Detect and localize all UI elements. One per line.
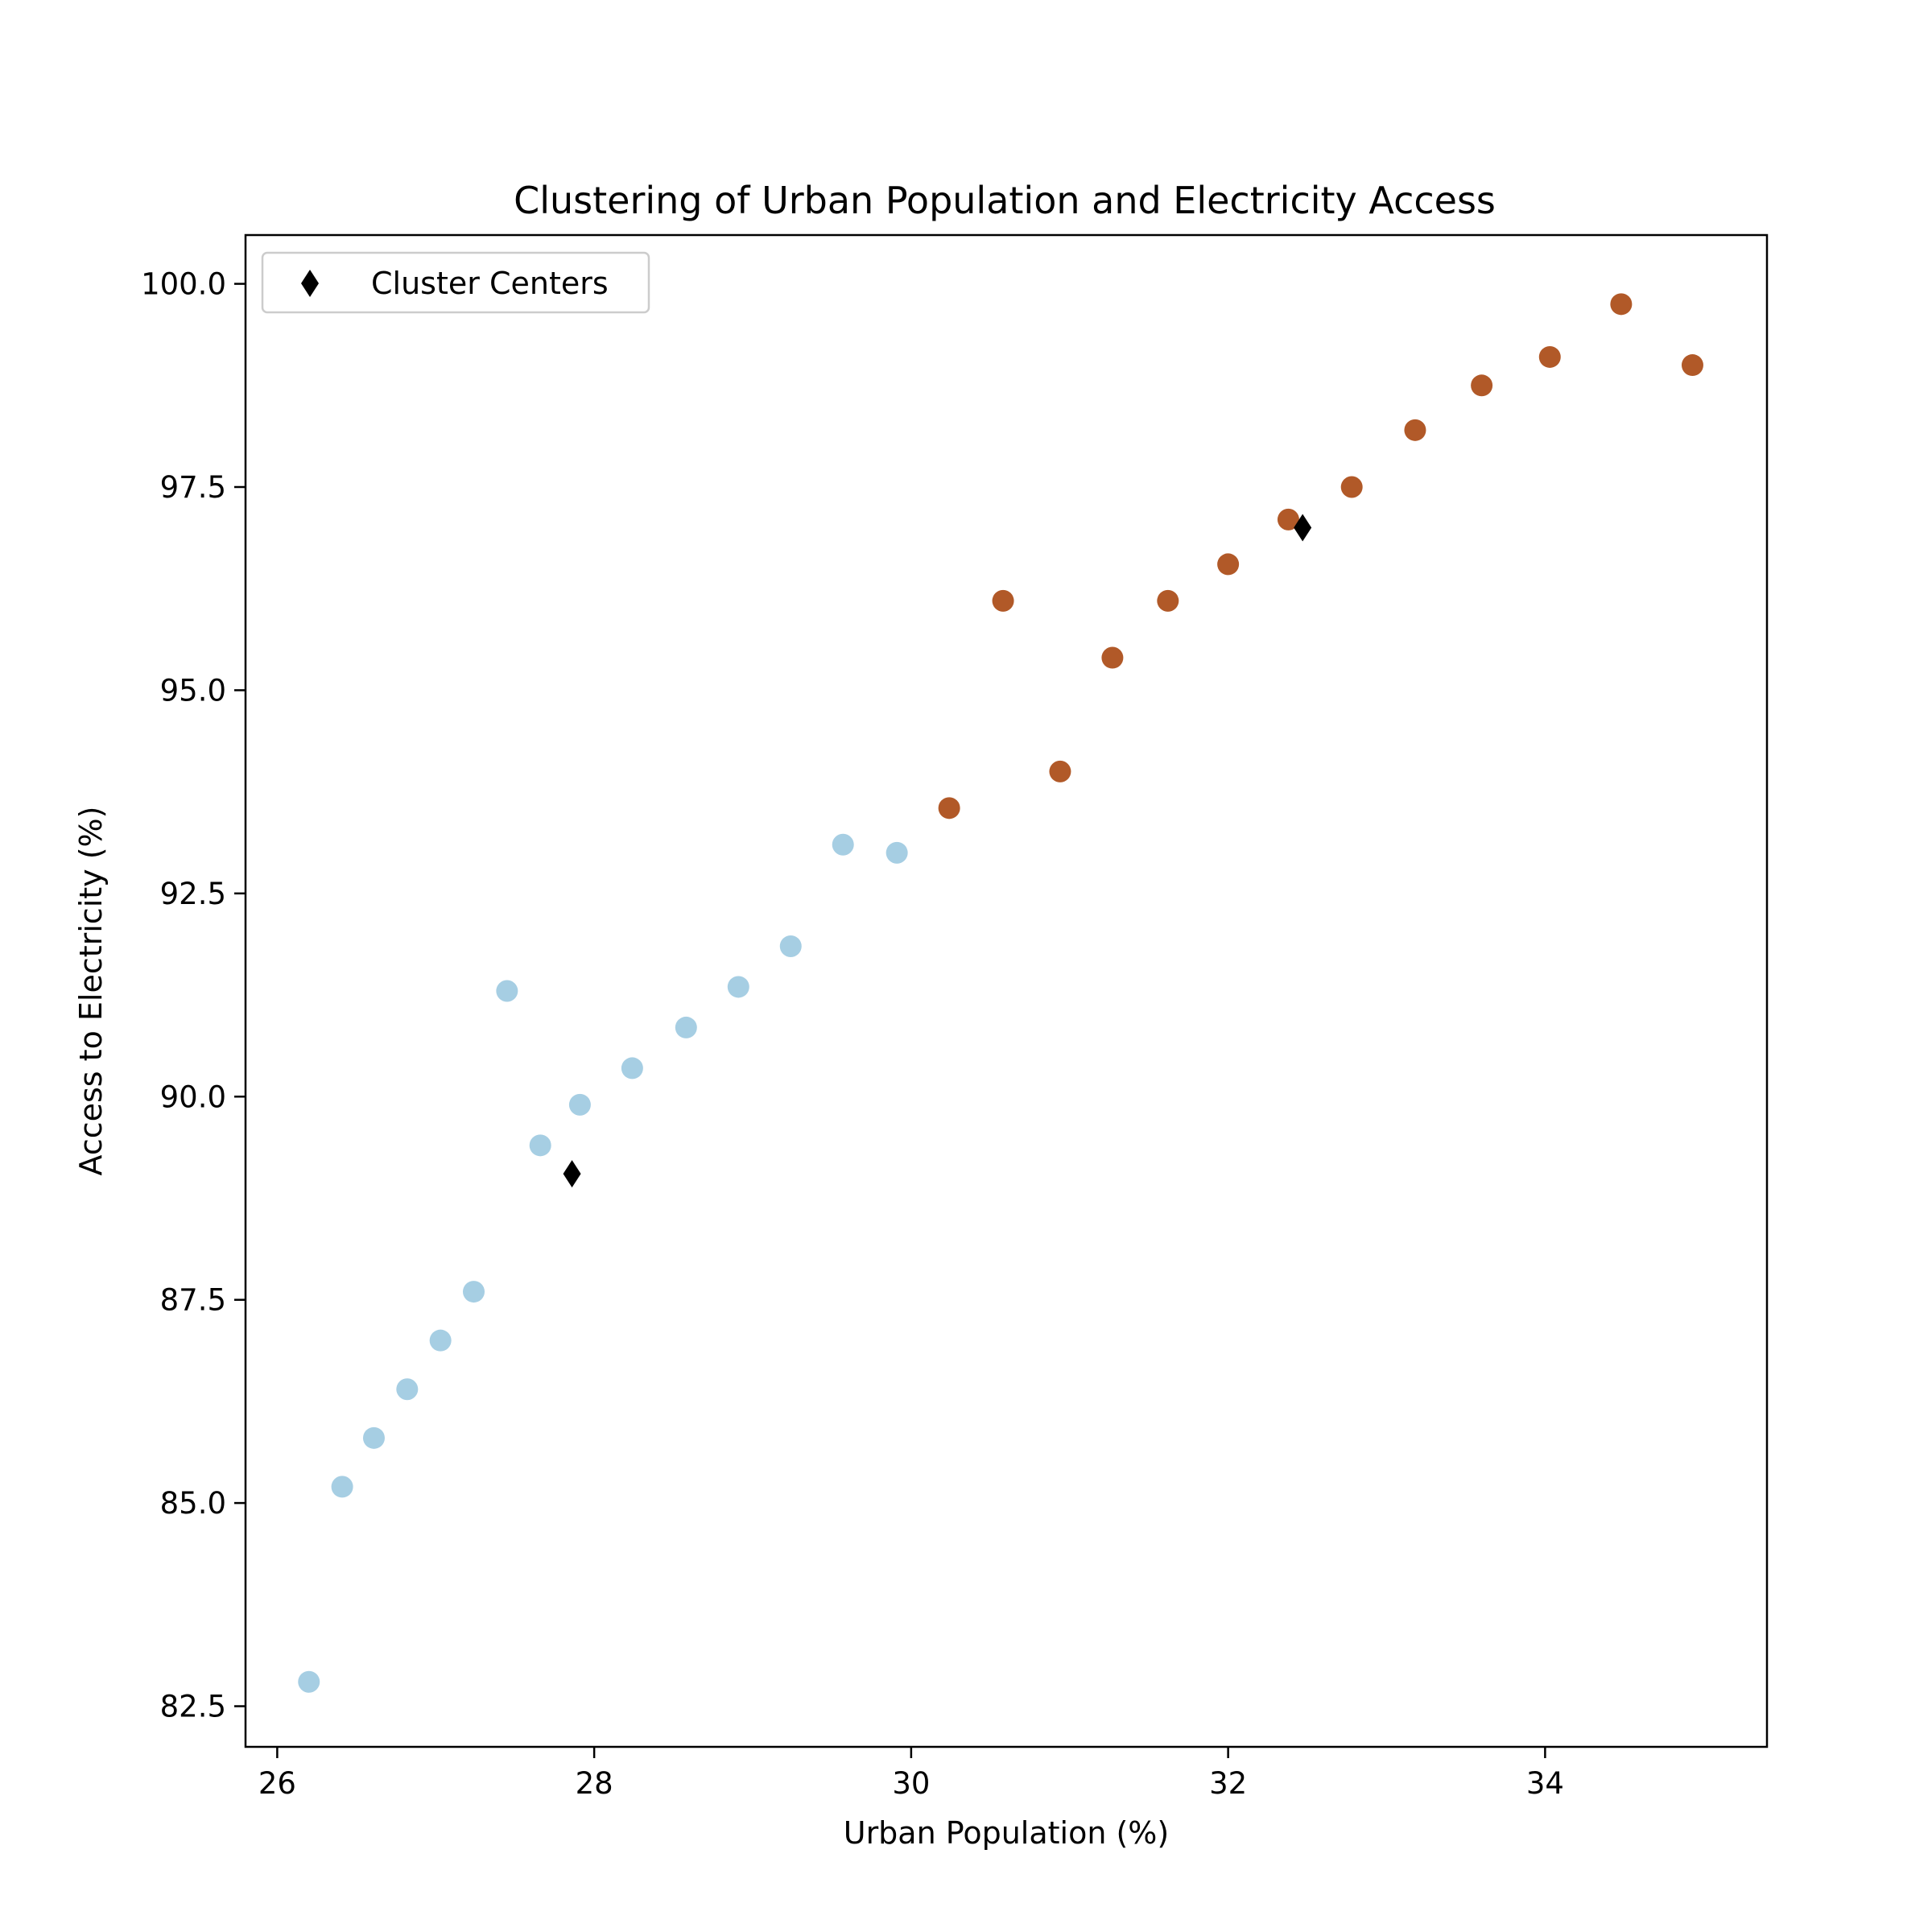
data-point-cluster-0 bbox=[675, 1016, 697, 1038]
x-tick-label: 30 bbox=[892, 1766, 930, 1801]
data-point-cluster-1 bbox=[1277, 508, 1299, 530]
y-tick-label: 90.0 bbox=[160, 1080, 226, 1114]
data-point-cluster-0 bbox=[832, 833, 854, 856]
data-point-cluster-0 bbox=[331, 1476, 353, 1498]
data-point-cluster-0 bbox=[463, 1281, 485, 1303]
data-point-cluster-1 bbox=[1610, 293, 1633, 316]
y-tick-label: 85.0 bbox=[160, 1486, 226, 1521]
data-point-cluster-0 bbox=[396, 1378, 419, 1401]
legend-box bbox=[261, 251, 650, 314]
x-tick-label: 34 bbox=[1526, 1766, 1564, 1801]
cluster-center-marker bbox=[1294, 514, 1312, 542]
data-point-cluster-0 bbox=[496, 980, 518, 1002]
data-point-cluster-1 bbox=[1101, 646, 1124, 669]
legend: Cluster Centers bbox=[261, 251, 650, 314]
data-point-cluster-1 bbox=[1681, 354, 1703, 377]
y-tick-label: 95.0 bbox=[160, 673, 226, 708]
data-point-cluster-0 bbox=[298, 1670, 320, 1693]
axes-frame bbox=[244, 233, 1769, 1748]
data-point-cluster-0 bbox=[779, 935, 802, 957]
y-tick-label: 92.5 bbox=[160, 877, 226, 911]
data-point-cluster-1 bbox=[992, 589, 1014, 612]
plot-area bbox=[298, 293, 1703, 1693]
y-axis-label: Access to Electricity (%) bbox=[73, 807, 109, 1176]
data-point-cluster-0 bbox=[429, 1329, 452, 1352]
data-point-cluster-0 bbox=[529, 1134, 551, 1157]
data-point-cluster-0 bbox=[727, 976, 749, 998]
data-point-cluster-1 bbox=[1340, 476, 1363, 498]
y-tick-label: 100.0 bbox=[141, 267, 226, 302]
x-axis-label: Urban Population (%) bbox=[844, 1815, 1170, 1851]
axes: 26 28 30 32 34 82.5 85.0 87.5 90.0 92.5 95.0 97.5 10… bbox=[141, 267, 1564, 1801]
data-point-cluster-0 bbox=[886, 841, 908, 864]
chart-title: Clustering of Urban Population and Elect… bbox=[514, 179, 1496, 222]
data-point-cluster-0 bbox=[362, 1426, 385, 1449]
y-tick-label: 87.5 bbox=[160, 1283, 226, 1318]
x-tick-label: 28 bbox=[576, 1766, 613, 1801]
data-point-cluster-1 bbox=[1404, 419, 1426, 441]
data-point-cluster-1 bbox=[1471, 374, 1493, 397]
data-point-cluster-1 bbox=[1157, 589, 1179, 612]
legend-label-cluster-centers: Cluster Centers bbox=[371, 266, 609, 301]
legend-marker-diamond bbox=[301, 270, 319, 297]
data-point-cluster-0 bbox=[568, 1093, 591, 1116]
data-point-cluster-0 bbox=[621, 1057, 643, 1080]
cluster-center-marker bbox=[563, 1160, 581, 1188]
data-point-cluster-1 bbox=[1049, 760, 1071, 782]
y-tick-label: 97.5 bbox=[160, 470, 226, 505]
y-tick-label: 82.5 bbox=[160, 1690, 226, 1724]
data-point-cluster-1 bbox=[1217, 553, 1240, 576]
x-tick-label: 32 bbox=[1209, 1766, 1247, 1801]
x-tick-label: 26 bbox=[258, 1766, 296, 1801]
data-point-cluster-1 bbox=[938, 797, 960, 819]
data-point-cluster-1 bbox=[1538, 345, 1561, 368]
